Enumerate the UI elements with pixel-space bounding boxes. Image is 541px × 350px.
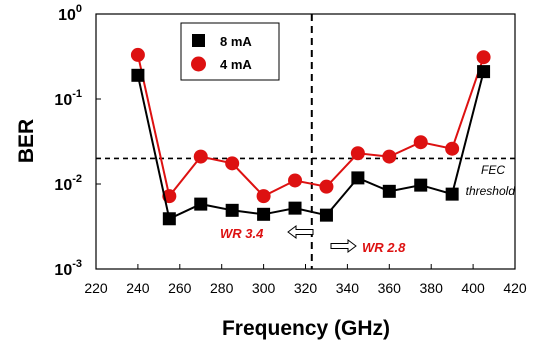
x-tick-label: 400 bbox=[461, 280, 485, 296]
y-tick-label: 10-3 bbox=[54, 258, 82, 279]
threshold-label-line2: threshold bbox=[466, 184, 516, 198]
x-tick-label: 260 bbox=[168, 280, 192, 296]
legend-label-8ma: 8 mA bbox=[220, 34, 252, 49]
point-8ma bbox=[225, 203, 239, 217]
point-4ma bbox=[288, 173, 303, 188]
point-4ma bbox=[225, 156, 240, 171]
x-tick-label: 360 bbox=[378, 280, 402, 296]
y-tick-label: 100 bbox=[58, 3, 82, 24]
point-8ma bbox=[477, 65, 491, 79]
point-4ma bbox=[350, 146, 365, 161]
point-4ma bbox=[382, 149, 397, 164]
y-axis-label: BER bbox=[15, 119, 38, 163]
legend-marker-4ma bbox=[191, 56, 206, 72]
point-4ma bbox=[476, 50, 491, 65]
point-4ma bbox=[256, 189, 271, 204]
x-tick-label: 340 bbox=[336, 280, 360, 296]
x-tick-label: 420 bbox=[503, 280, 527, 296]
x-tick-label: 280 bbox=[210, 280, 234, 296]
left-arrow-icon bbox=[287, 225, 314, 239]
point-4ma bbox=[193, 149, 208, 164]
point-8ma bbox=[414, 178, 428, 192]
legend-marker-8ma bbox=[192, 34, 205, 47]
point-8ma bbox=[162, 212, 176, 226]
point-4ma bbox=[413, 135, 428, 150]
x-tick-label: 320 bbox=[294, 280, 318, 296]
y-tick-label: 10-2 bbox=[54, 173, 82, 194]
point-8ma bbox=[445, 187, 459, 201]
right-arrow-icon bbox=[330, 239, 357, 253]
point-8ma bbox=[194, 197, 208, 211]
point-8ma bbox=[288, 201, 302, 215]
x-tick-label: 380 bbox=[420, 280, 444, 296]
point-4ma bbox=[319, 179, 334, 194]
x-tick-label: 240 bbox=[126, 280, 150, 296]
point-8ma bbox=[319, 208, 333, 222]
x-tick-label: 220 bbox=[84, 280, 108, 296]
threshold-label-line1: FEC bbox=[481, 163, 505, 177]
legend-label-4ma: 4 mA bbox=[220, 57, 252, 72]
y-tick-label: 10-1 bbox=[54, 88, 82, 109]
annotation-wr-3-4: WR 3.4 bbox=[220, 226, 264, 241]
point-8ma bbox=[382, 184, 396, 198]
point-8ma bbox=[257, 207, 271, 221]
y-axis: 100 10-1 10-2 10-3 bbox=[54, 3, 101, 279]
annotation-wr-2-8: WR 2.8 bbox=[362, 240, 406, 255]
series-layer bbox=[130, 47, 491, 226]
x-axis: 220 240 260 280 300 320 340 360 380 400 420 bbox=[84, 264, 527, 296]
point-8ma bbox=[131, 68, 145, 82]
x-axis-label: Frequency (GHz) bbox=[222, 317, 390, 340]
point-4ma bbox=[445, 141, 460, 156]
legend: 8 mA 4 mA bbox=[180, 22, 280, 81]
point-4ma bbox=[130, 47, 145, 62]
x-tick-label: 300 bbox=[252, 280, 276, 296]
point-8ma bbox=[351, 171, 365, 185]
